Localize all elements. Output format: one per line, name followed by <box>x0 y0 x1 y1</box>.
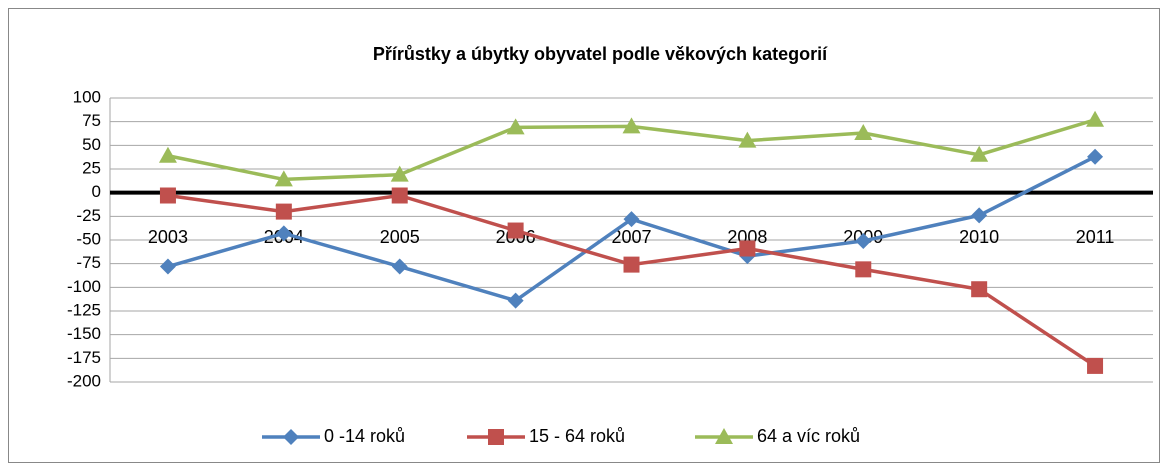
data-point <box>855 232 872 249</box>
data-point <box>738 131 757 148</box>
x-tick-label: 2005 <box>380 227 420 247</box>
y-tick-label: -25 <box>76 206 101 225</box>
y-tick-label: 75 <box>82 111 101 130</box>
data-point <box>275 225 292 242</box>
x-tick-label: 2011 <box>1076 227 1115 247</box>
y-tick-label: -175 <box>67 348 101 367</box>
data-point <box>971 207 988 224</box>
y-tick-label: -200 <box>67 371 101 390</box>
x-tick-label: 2007 <box>611 227 651 247</box>
y-tick-label: -100 <box>67 277 101 296</box>
chart-border <box>8 8 1160 463</box>
x-tick-label: 2010 <box>959 227 999 247</box>
data-point <box>971 281 988 298</box>
legend-marker <box>488 429 504 445</box>
y-tick-label: -150 <box>67 324 101 343</box>
x-tick-label: 2008 <box>727 227 767 247</box>
data-point <box>739 240 756 257</box>
y-tick-label: -50 <box>76 229 101 248</box>
data-point <box>623 256 640 273</box>
y-tick-label: 100 <box>73 87 101 106</box>
data-point <box>970 145 989 162</box>
data-point <box>390 165 409 182</box>
data-point <box>274 170 293 187</box>
data-point <box>159 258 176 275</box>
data-point <box>506 118 525 135</box>
data-point <box>854 124 873 141</box>
y-tick-label: -125 <box>67 300 101 319</box>
x-tick-label: 2003 <box>148 227 188 247</box>
y-tick-label: 25 <box>82 158 101 177</box>
data-point <box>622 117 641 134</box>
data-point <box>275 203 292 220</box>
data-point <box>391 258 408 275</box>
legend-marker <box>715 428 733 444</box>
data-point <box>391 187 408 204</box>
y-tick-label: 0 <box>92 182 101 201</box>
legend-label: 0 -14 roků <box>324 426 405 446</box>
data-point <box>623 211 640 228</box>
chart-title: Přírůstky a úbytky obyvatel podle věkový… <box>373 44 828 64</box>
legend-label: 64 a víc roků <box>757 426 860 446</box>
data-point <box>507 222 524 239</box>
data-point <box>507 292 524 309</box>
data-point <box>1086 110 1105 127</box>
legend-label: 15 - 64 roků <box>529 426 625 446</box>
y-tick-label: -75 <box>76 253 101 272</box>
data-point <box>855 261 872 278</box>
data-point <box>158 146 177 163</box>
legend-marker <box>283 429 299 445</box>
y-tick-label: 50 <box>82 135 101 154</box>
data-point <box>1087 148 1104 165</box>
data-point <box>1087 357 1104 374</box>
data-point <box>159 187 176 204</box>
